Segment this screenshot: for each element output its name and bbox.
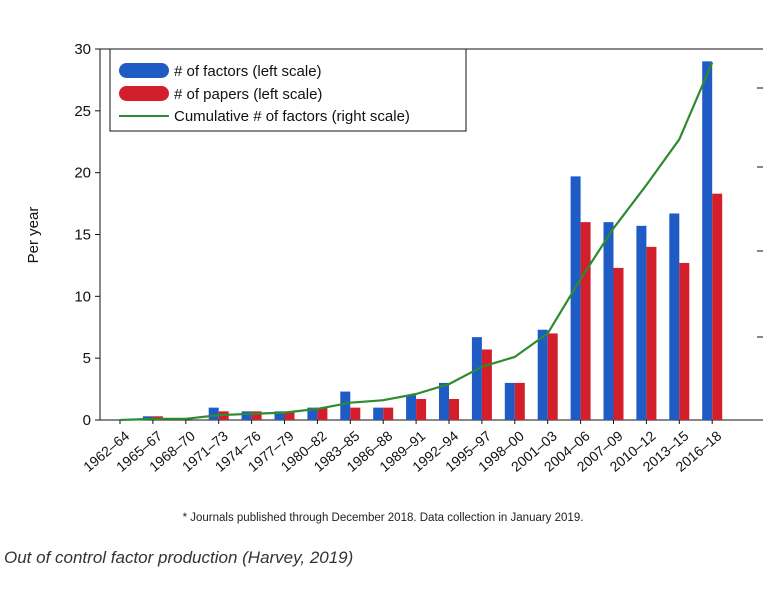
- y-tick-label: 10: [74, 288, 91, 305]
- bar-papers: [613, 267, 624, 420]
- bar-papers: [679, 262, 690, 420]
- legend-swatch-factors: [119, 63, 169, 78]
- legend: # of factors (left scale) # of papers (l…: [109, 48, 467, 132]
- bar-factors: [702, 61, 713, 420]
- bar-papers: [284, 411, 295, 420]
- y-tick-label: 30: [74, 41, 91, 58]
- chart: 0510152025301962–641965–671968–701971–73…: [25, 41, 763, 475]
- bar-papers: [416, 398, 427, 420]
- cumulative-line: [119, 62, 714, 422]
- y-axis-label: Per year: [25, 207, 42, 264]
- bar-factors: [406, 395, 417, 420]
- y-tick-label: 0: [83, 412, 91, 429]
- legend-box: [109, 48, 467, 132]
- legend-entry-factors: # of factors (left scale): [174, 63, 322, 80]
- bar-papers: [481, 349, 492, 420]
- bar-factors: [603, 222, 614, 420]
- bar-factors: [307, 407, 318, 420]
- legend-entry-cumulative: Cumulative # of factors (right scale): [174, 108, 410, 125]
- bar-factors: [570, 176, 581, 420]
- bar-papers: [580, 222, 591, 420]
- bar-factors: [669, 213, 680, 420]
- bar-factors: [504, 382, 515, 420]
- bar-papers: [449, 398, 459, 420]
- bar-factors: [537, 329, 548, 420]
- bar-factors: [274, 411, 285, 420]
- bar-papers: [547, 333, 558, 420]
- bar-factors: [471, 337, 482, 420]
- legend-swatch-papers: [119, 86, 169, 101]
- bar-factors: [340, 391, 351, 420]
- bar-factors: [373, 407, 384, 420]
- figure-caption: Out of control factor production (Harvey…: [4, 548, 354, 567]
- y-tick-label: 5: [83, 350, 91, 367]
- footnote: * Journals published through December 20…: [182, 512, 584, 524]
- bar-factors: [439, 382, 449, 420]
- bar-papers: [712, 193, 723, 420]
- bar-papers: [514, 382, 525, 420]
- bar-papers: [646, 246, 657, 420]
- bar-papers: [317, 407, 328, 420]
- y-tick-label: 15: [74, 227, 91, 244]
- legend-entry-papers: # of papers (left scale): [174, 86, 322, 103]
- y-tick-label: 25: [74, 103, 91, 120]
- bar-papers: [251, 411, 262, 420]
- bar-factors: [636, 225, 647, 420]
- bar-papers: [383, 407, 394, 420]
- bar-factors: [208, 407, 219, 420]
- y-tick-label: 20: [74, 165, 91, 182]
- bar-papers: [350, 407, 361, 420]
- bar-factors: [241, 411, 252, 420]
